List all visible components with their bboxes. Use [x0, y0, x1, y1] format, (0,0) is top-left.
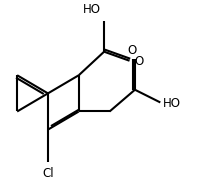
Text: HO: HO	[162, 97, 180, 110]
Text: O: O	[127, 44, 136, 57]
Text: HO: HO	[82, 3, 100, 16]
Text: O: O	[133, 55, 143, 68]
Text: Cl: Cl	[42, 167, 53, 180]
